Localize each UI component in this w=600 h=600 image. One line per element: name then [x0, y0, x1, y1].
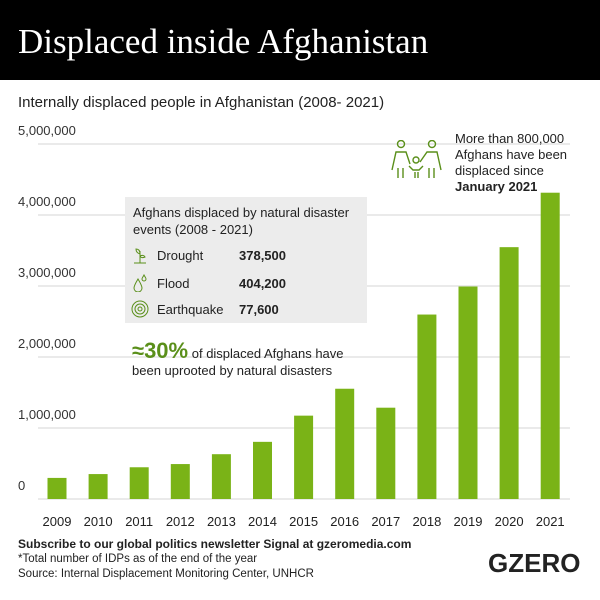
bar-2021	[540, 192, 560, 499]
percent-value: ≈30%	[132, 338, 189, 363]
drought-value: 378,500	[239, 247, 286, 263]
bar-2018	[417, 314, 437, 499]
bar-2016	[335, 388, 355, 499]
chart-subtitle: Internally displaced people in Afghanist…	[18, 94, 385, 111]
x-tick-label: 2012	[166, 514, 195, 529]
bar-2012	[170, 464, 190, 499]
y-tick-label: 5,000,000	[18, 123, 76, 138]
x-tick-label: 2014	[248, 514, 277, 529]
page-title: Displaced inside Afghanistan	[18, 22, 429, 61]
y-tick-label: 0	[18, 478, 25, 493]
bar-2014	[253, 441, 272, 499]
flood-label: Flood	[157, 275, 190, 291]
drought-plant-icon	[134, 248, 146, 264]
box-title: Afghans displaced by natural disaster ev…	[133, 205, 350, 237]
flood-value: 404,200	[239, 275, 286, 291]
x-tick-label: 2013	[207, 514, 236, 529]
earthquake-value: 77,600	[239, 301, 279, 317]
bar-2013	[211, 454, 231, 499]
bar-2017	[376, 407, 396, 499]
top-note: More than 800,000 Afghans have been disp…	[455, 131, 595, 195]
earthquake-rings-icon	[131, 300, 149, 318]
bar-2020	[499, 247, 519, 499]
x-tick-label: 2019	[454, 514, 483, 529]
disaster-info-box: Afghans displaced by natural disaster ev…	[125, 197, 367, 323]
x-tick-label: 2011	[125, 514, 153, 529]
x-tick-label: 2010	[84, 514, 113, 529]
y-tick-label: 2,000,000	[18, 336, 76, 351]
bar-2011	[129, 467, 149, 499]
source-text: Source: Internal Displacement Monitoring…	[18, 568, 314, 580]
x-tick-label: 2017	[371, 514, 400, 529]
flood-row: Flood 404,200	[131, 273, 286, 293]
subscribe-link[interactable]: Subscribe to our global politics newslet…	[18, 537, 412, 551]
earthquake-label: Earthquake	[157, 301, 224, 317]
bar-2019	[458, 286, 478, 499]
drought-row: Drought 378,500	[131, 245, 286, 265]
gzero-logo: GZERO	[488, 548, 581, 578]
x-tick-label: 2016	[330, 514, 359, 529]
y-tick-label: 4,000,000	[18, 194, 76, 209]
footer: Subscribe to our global politics newslet…	[18, 537, 411, 582]
earthquake-row: Earthquake 77,600	[131, 299, 279, 319]
percent-note: ≈30% of displaced Afghans have been upro…	[132, 340, 372, 379]
percent-text: of displaced Afghans have been uprooted …	[132, 346, 344, 378]
drought-label: Drought	[157, 247, 204, 263]
bar-2010	[88, 474, 108, 499]
x-tick-label: 2009	[43, 514, 72, 529]
flood-drop-icon	[133, 274, 147, 292]
top-note-bold: January 2021	[455, 179, 538, 194]
x-tick-label: 2021	[536, 514, 565, 529]
top-note-text: More than 800,000 Afghans have been disp…	[455, 131, 568, 178]
footnote: *Total number of IDPs as of the end of t…	[18, 553, 258, 565]
bar-2015	[294, 415, 314, 499]
bar-2009	[47, 477, 67, 499]
x-tick-label: 2018	[412, 514, 441, 529]
family-icon	[391, 140, 442, 178]
y-tick-label: 3,000,000	[18, 265, 76, 280]
x-tick-label: 2015	[289, 514, 318, 529]
y-tick-label: 1,000,000	[18, 407, 76, 422]
x-tick-label: 2020	[495, 514, 524, 529]
header-bar: Displaced inside Afghanistan	[0, 0, 600, 80]
